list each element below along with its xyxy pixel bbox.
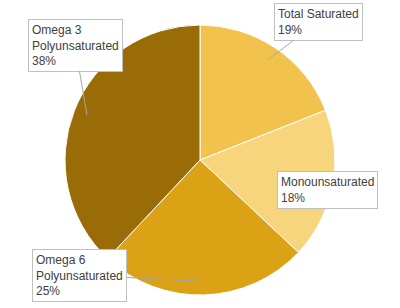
svg-text:Total Saturated19%: Total Saturated19% <box>278 7 359 37</box>
svg-text:Monounsaturated18%: Monounsaturated18% <box>281 175 374 205</box>
svg-text:Omega 6Polyunsaturated25%: Omega 6Polyunsaturated25% <box>36 253 123 298</box>
svg-text:Omega 3Polyunsaturated38%: Omega 3Polyunsaturated38% <box>32 23 119 68</box>
